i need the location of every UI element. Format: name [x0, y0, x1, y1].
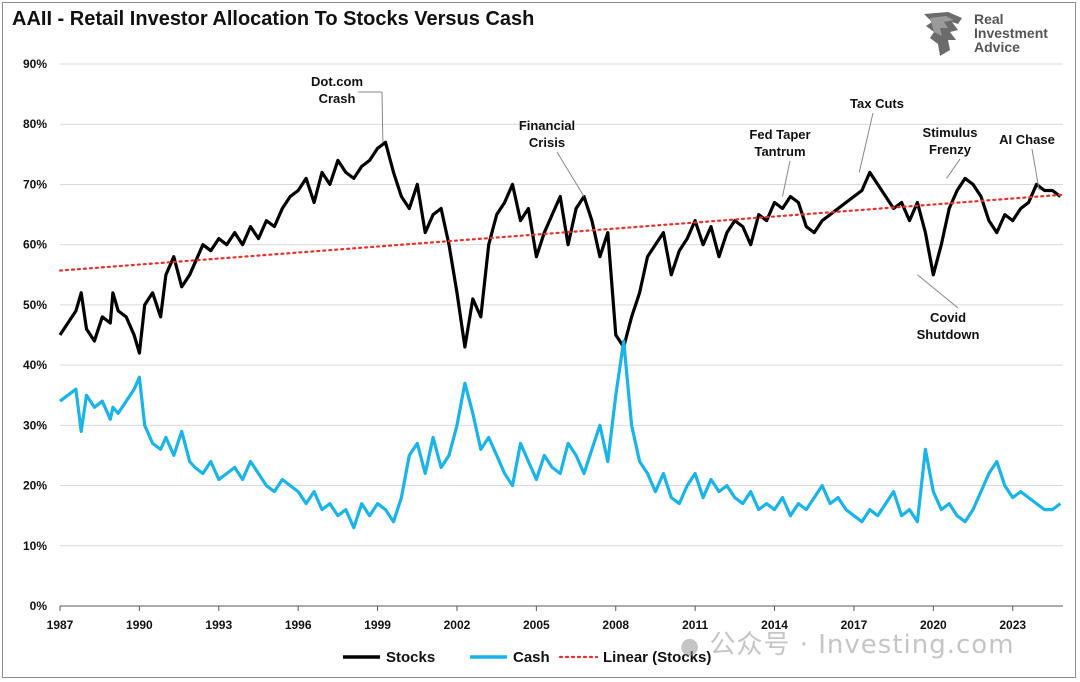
- annotation-label: Shutdown: [917, 327, 980, 342]
- legend-label: Stocks: [386, 649, 435, 666]
- annotation-label: Stimulus: [923, 125, 978, 140]
- y-tick-label: 0%: [30, 599, 48, 613]
- annotation-label: Tax Cuts: [850, 96, 904, 111]
- watermark: ● 公众号 · Investing.com: [680, 624, 1015, 661]
- x-tick-label: 2017: [841, 618, 868, 632]
- annotation-leader: [556, 151, 585, 197]
- lion-head-icon: [924, 12, 962, 56]
- x-tick-label: 2005: [523, 618, 550, 632]
- annotation-leader: [781, 160, 791, 197]
- legend-item-linear-stocks-: Linear (Stocks): [558, 649, 711, 666]
- y-tick-label: 60%: [23, 238, 47, 252]
- series-line-stocks: [58, 140, 1062, 355]
- annotation-label: Crisis: [529, 135, 565, 150]
- annotation-label: Dot.com: [311, 74, 363, 89]
- x-tick-label: 2014: [761, 618, 788, 632]
- annotation-label: AI Chase: [999, 132, 1055, 147]
- y-tick-label: 70%: [23, 177, 47, 191]
- watermark-text: 公众号 · Investing.com: [709, 630, 1015, 660]
- annotation-label: Covid: [930, 310, 966, 325]
- logo-line-3: Advice: [974, 39, 1020, 55]
- chart-title: AAII - Retail Investor Allocation To Sto…: [12, 8, 535, 30]
- x-tick-label: 1993: [205, 618, 232, 632]
- logo-line-2: Investment: [974, 25, 1048, 41]
- x-tick-label: 1990: [126, 618, 153, 632]
- y-tick-label: 80%: [23, 117, 47, 131]
- annotation-leader: [381, 91, 384, 143]
- brand-logo: Real Investment Advice: [918, 10, 1068, 60]
- annotation-leader: [858, 112, 874, 173]
- annotation-label: Crash: [319, 91, 356, 106]
- y-tick-label: 50%: [23, 298, 47, 312]
- x-tick-label: 2023: [999, 618, 1026, 632]
- trendline: [58, 193, 1065, 272]
- annotation-label: Fed Taper: [749, 127, 810, 142]
- logo-line-1: Real: [974, 11, 1004, 27]
- annotation-dotcom: Dot.com Crash: [311, 74, 384, 143]
- y-tick-label: 10%: [23, 539, 47, 553]
- annotation-financial: Financial Crisis: [519, 118, 585, 197]
- annotation-leader: [917, 274, 959, 309]
- x-tick-label: 2008: [602, 618, 629, 632]
- annotation-taxcuts: Tax Cuts: [850, 96, 904, 173]
- annotation-leader: [946, 158, 961, 179]
- y-tick-label: 40%: [23, 358, 47, 372]
- legend-item-stocks: Stocks: [343, 649, 435, 666]
- annotation-aichase: AI Chase: [999, 132, 1055, 191]
- annotation-leader: [1031, 148, 1040, 191]
- x-tick-label: 2002: [444, 618, 471, 632]
- y-tick-label: 30%: [23, 418, 47, 432]
- x-tick-label: 1987: [47, 618, 74, 632]
- series-line-cash: [59, 339, 1062, 530]
- wechat-icon: ●: [680, 634, 701, 659]
- annotation-label: Frenzy: [929, 142, 972, 157]
- annotation-taper: Fed Taper Tantrum: [749, 127, 811, 197]
- annotation-stimulus: Stimulus Frenzy: [923, 125, 978, 179]
- y-tick-label: 20%: [23, 479, 47, 493]
- x-tick-label: 2011: [682, 618, 708, 632]
- legend-item-cash: Cash: [470, 649, 550, 666]
- annotation-label: Tantrum: [754, 144, 805, 159]
- legend-label: Cash: [513, 649, 550, 666]
- legend-label: Linear (Stocks): [603, 649, 711, 666]
- x-tick-label: 2020: [920, 618, 947, 632]
- y-tick-label: 90%: [23, 57, 47, 71]
- x-tick-label: 1996: [285, 618, 312, 632]
- x-tick-label: 1999: [364, 618, 391, 632]
- annotation-label: Financial: [519, 118, 575, 133]
- annotation-covid: Covid Shutdown: [917, 274, 980, 342]
